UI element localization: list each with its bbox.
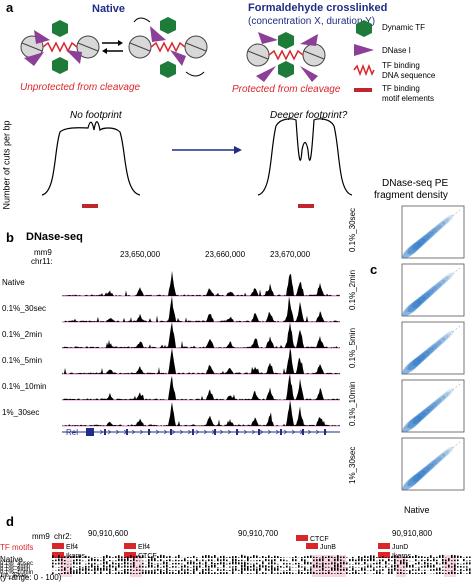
motif-box <box>306 543 318 549</box>
panel-b-label: b <box>6 230 14 245</box>
legend-motif-icon <box>354 88 372 92</box>
track-label-d: 0.1%_5min <box>0 567 31 573</box>
track-label-b: 0.1%_5min <box>2 356 43 365</box>
panel-c-title-2: fragment density <box>374 190 448 201</box>
y-range-label: (y range: 0 - 100) <box>0 573 62 582</box>
assembly-label-d: mm9 <box>32 532 50 541</box>
tf-motifs-label: TF motifs <box>0 543 34 552</box>
track-label-b: 1%_30sec <box>2 408 40 417</box>
no-footprint-label: No footprint <box>70 110 122 121</box>
legend-motif-label-1: TF binding <box>382 84 420 93</box>
crosslinked-title: Formaldehyde crosslinked <box>248 2 388 14</box>
density-scatter <box>401 379 465 433</box>
legend-binding-seq-icon <box>353 63 375 77</box>
dnase-signal-track <box>62 322 340 349</box>
chrom-label-b: chr11: <box>31 257 53 266</box>
motif-label: CTCF <box>138 553 157 560</box>
track-label-d: 0.1%_2min <box>0 564 31 570</box>
dnase-signal-track <box>62 374 340 401</box>
legend-motif-label-2: motif elements <box>382 94 435 103</box>
deeper-footprint-label: Deeper footprint? <box>270 110 348 121</box>
track-label-d: 1%_30sec <box>0 573 29 579</box>
motif-box <box>52 552 64 558</box>
crosslinked-subtitle: (concentration X, duration Y) <box>248 16 376 27</box>
density-scatter <box>401 263 465 317</box>
motif-box <box>378 552 390 558</box>
dnase-seq-title: DNase-seq <box>26 231 83 243</box>
panel-d-label: d <box>6 514 14 529</box>
motif-label: Elf4 <box>138 544 150 551</box>
legend-dnase-icon <box>354 44 374 56</box>
motif-box <box>124 543 136 549</box>
coord-b-1: 23,650,000 <box>120 250 161 259</box>
dnase-signal-track <box>62 400 340 427</box>
motif-box <box>124 552 136 558</box>
motif-label: JunB <box>320 544 336 551</box>
legend-dnase-label: DNase I <box>382 46 411 55</box>
motif-label: JunD <box>392 544 408 551</box>
motif-box <box>52 543 64 549</box>
unprotected-caption: Unprotected from cleavage <box>20 82 141 93</box>
density-scatter <box>401 205 465 259</box>
motif-label: CTCF <box>310 536 329 543</box>
panel-c-label: c <box>370 262 378 277</box>
motif-label: Ikaros <box>392 553 412 560</box>
protected-caption: Protected from cleavage <box>232 84 341 95</box>
motif-label: Elf4 <box>66 544 78 551</box>
coord-b-3: 23,670,000 <box>270 250 311 259</box>
dnase-signal-track <box>62 270 340 297</box>
dnase-signal-track <box>62 348 340 375</box>
track-label-d: 0.1%_10min <box>0 570 34 576</box>
coord-d-1: 90,910,600 <box>88 529 129 538</box>
coord-b-2: 23,660,000 <box>205 250 246 259</box>
transition-arrow <box>172 146 242 154</box>
assembly-label-b: mm9 <box>34 248 52 257</box>
track-label-b: 0.1%_30sec <box>2 304 47 313</box>
legend-tf-label: Dynamic TF <box>382 23 425 32</box>
panel-c-title-1: DNase-seq PE <box>382 178 449 189</box>
deep-footprint-profile <box>257 118 353 208</box>
track-label-b: 0.1%_10min <box>2 382 47 391</box>
native-title: Native <box>92 3 126 15</box>
native-right-chromatin <box>128 17 208 78</box>
track-label-d: Native <box>0 555 23 564</box>
track-label-b: 0.1%_2min <box>2 330 43 339</box>
chrom-label-d: chr2: <box>54 532 72 541</box>
native-left-chromatin <box>20 20 100 74</box>
gene-label: Rel <box>66 428 79 437</box>
coord-d-2: 90,910,700 <box>238 529 279 538</box>
panel-a-label: a <box>6 0 14 15</box>
density-scatter <box>401 437 465 491</box>
motif-box <box>296 535 308 541</box>
equilibrium-arrows <box>102 40 123 54</box>
density-scatter <box>401 321 465 375</box>
motif-box <box>378 543 390 549</box>
dnase-signal-track <box>62 296 340 323</box>
panel-c-xlabel: Native <box>404 505 430 515</box>
track-label-d: 0.1%_30sec <box>0 561 34 567</box>
legend-binding-seq-label-1: TF binding <box>382 61 420 70</box>
track-label-b: Native <box>2 278 25 287</box>
no-footprint-profile <box>41 121 141 208</box>
crosslinked-chromatin <box>246 32 326 82</box>
motif-label: Ikaros <box>66 553 86 560</box>
coord-d-3: 90,910,800 <box>392 529 433 538</box>
legend-binding-seq-label-2: DNA sequence <box>382 71 436 80</box>
legend-tf-icon <box>356 20 372 37</box>
